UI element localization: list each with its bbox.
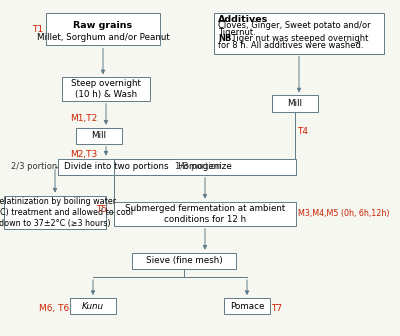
Text: T1: T1 [32,25,43,34]
Text: Cloves, Ginger, Sweet potato and/or: Cloves, Ginger, Sweet potato and/or [218,21,371,30]
Text: 1/3 portion: 1/3 portion [175,162,221,171]
FancyBboxPatch shape [132,253,236,269]
Text: T7: T7 [271,304,282,313]
FancyBboxPatch shape [76,128,122,144]
Text: T4: T4 [297,127,308,135]
Text: for 8 h. All additives were washed.: for 8 h. All additives were washed. [218,41,364,50]
Text: Gelatinization by boiling water
(100°C) treatment and allowed to cool
down to 37: Gelatinization by boiling water (100°C) … [0,197,132,228]
Text: Kunu: Kunu [82,302,104,310]
Text: Divide into two portions: Divide into two portions [64,162,168,171]
Text: Steep overnight
(10 h) & Wash: Steep overnight (10 h) & Wash [71,79,141,99]
Text: T5: T5 [96,206,107,214]
FancyBboxPatch shape [114,202,296,226]
FancyBboxPatch shape [114,159,296,175]
FancyBboxPatch shape [272,95,318,112]
FancyBboxPatch shape [4,196,106,229]
Text: Tiger nut was steeped overnight: Tiger nut was steeped overnight [229,34,368,43]
FancyBboxPatch shape [58,159,174,175]
Text: Homogenize: Homogenize [178,162,232,171]
FancyBboxPatch shape [46,13,160,45]
Text: M3,M4,M5 (0h, 6h,12h): M3,M4,M5 (0h, 6h,12h) [298,209,390,218]
Text: Pomace: Pomace [230,302,264,310]
Text: M1,T2: M1,T2 [70,114,97,123]
FancyBboxPatch shape [224,298,270,314]
Text: Millet, Sorghum and/or Peanut: Millet, Sorghum and/or Peanut [37,33,169,42]
Text: M6, T6: M6, T6 [39,304,69,313]
Text: Mill: Mill [92,131,106,140]
Text: Sieve (fine mesh): Sieve (fine mesh) [146,256,222,265]
FancyBboxPatch shape [214,13,384,54]
Text: Mill: Mill [288,99,302,108]
Text: Raw grains: Raw grains [74,21,132,30]
FancyBboxPatch shape [62,77,150,101]
Text: NB.: NB. [218,34,235,43]
FancyBboxPatch shape [70,298,116,314]
Text: Submerged fermentation at ambient
conditions for 12 h: Submerged fermentation at ambient condit… [125,204,285,224]
Text: Additives: Additives [218,15,268,24]
Text: M2,T3: M2,T3 [70,150,97,159]
Text: Tigernut.: Tigernut. [218,28,256,37]
Text: 2/3 portion: 2/3 portion [11,162,57,171]
